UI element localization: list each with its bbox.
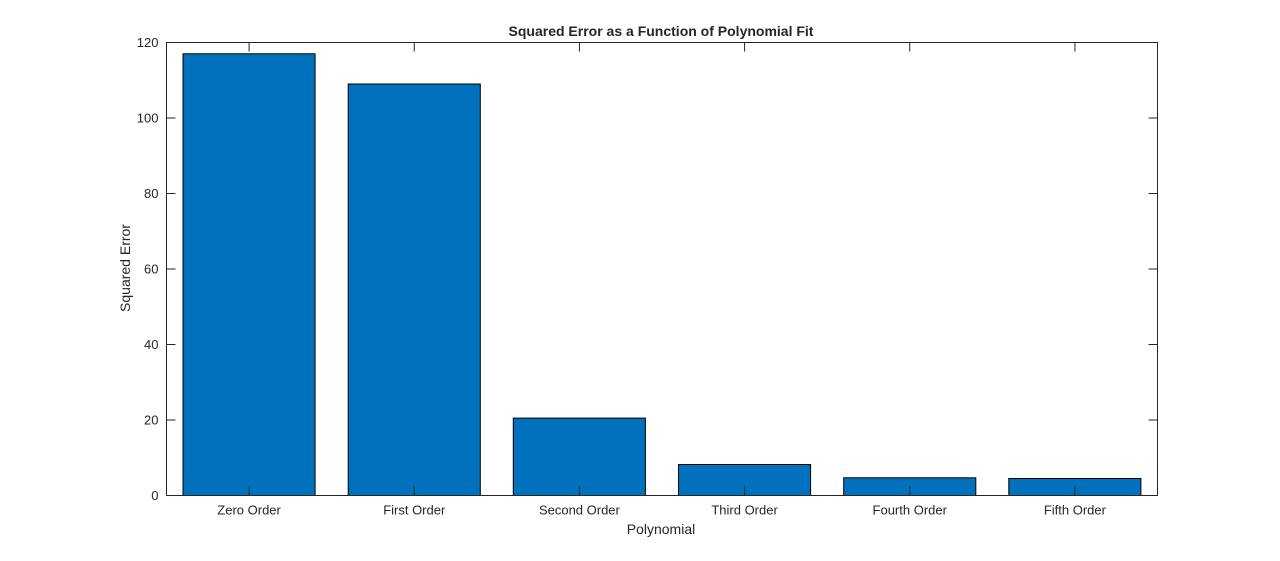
x-axis-ticks: Zero Order First Order Second Order Third O… [217,42,1107,518]
y-tick-label-80: 80 [144,186,158,201]
y-tick-label-120: 120 [137,35,159,50]
chart-title: Squared Error as a Function of Polynomia… [509,23,814,39]
x-tick-label-first-order: First Order [383,503,446,518]
y-tick-label-0: 0 [151,488,158,503]
y-axis-label: Squared Error [117,224,133,312]
bar-first-order [347,83,481,496]
x-tick-label-fourth-order: Fourth Order [873,503,948,518]
bars-group [182,53,1142,497]
y-tick-label-100: 100 [137,111,159,126]
x-tick-label-zero-order: Zero Order [217,503,281,518]
x-tick-label-second-order: Second Order [539,503,621,518]
bar-zero-order [182,53,316,497]
y-tick-label-40: 40 [144,337,158,352]
x-tick-label-third-order: Third Order [711,503,778,518]
y-tick-label-20: 20 [144,413,158,428]
bar-second-order [512,417,646,497]
x-tick-label-fifth-order: Fifth Order [1044,503,1107,518]
y-tick-label-60: 60 [144,262,158,277]
y-axis-ticks: 0 20 40 60 80 100 120 [137,35,1158,503]
x-axis-label: Polynomial [627,521,695,537]
